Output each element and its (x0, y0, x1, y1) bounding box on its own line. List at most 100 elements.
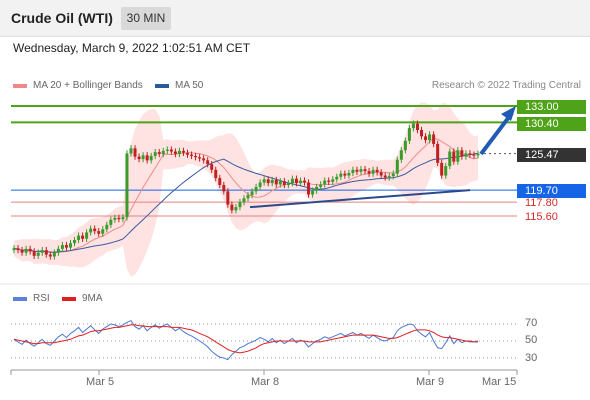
candle (177, 150, 181, 155)
candle (286, 183, 290, 186)
forecast-arrow (479, 111, 514, 156)
candle (311, 190, 315, 195)
candle (254, 186, 258, 192)
candle (335, 176, 339, 180)
candle (399, 150, 403, 160)
candle (407, 128, 411, 141)
candle (222, 185, 226, 192)
candle (359, 169, 363, 172)
candle (121, 217, 125, 220)
candle (464, 153, 468, 157)
candle (343, 173, 347, 176)
level-label-117: 117.80 (525, 197, 558, 209)
level-label-130: 130.40 (517, 117, 586, 131)
candle (448, 151, 452, 167)
candle (238, 202, 242, 208)
rsi-ma-line (13, 324, 478, 354)
candle (133, 148, 137, 157)
candle (169, 149, 173, 152)
candle (161, 150, 165, 155)
timeframe-button[interactable]: 30 MIN (121, 7, 171, 30)
ma50-line (13, 152, 479, 253)
candle (24, 248, 28, 253)
candle (165, 149, 169, 151)
candle (137, 156, 141, 160)
candle (48, 254, 52, 257)
candle (367, 171, 371, 174)
candle (28, 248, 32, 252)
candle (428, 134, 432, 141)
candle (173, 151, 177, 155)
candle (395, 159, 399, 174)
legend-ma20: MA 20 + Bollinger Bands (13, 80, 143, 91)
candle (129, 148, 133, 154)
candle (226, 191, 230, 205)
level-label-133: 133.00 (517, 100, 586, 114)
candle (383, 175, 387, 178)
candle (363, 169, 367, 172)
chart-header: Crude Oil (WTI) 30 MIN (0, 0, 590, 37)
legend-ma50-label: MA 50 (175, 80, 204, 91)
forecast-arrow-head (501, 106, 516, 121)
candle (149, 155, 153, 161)
bollinger-band (14, 102, 478, 277)
research-credit: Research © 2022 Trading Central (431, 80, 581, 91)
instrument-title: Crude Oil (WTI) (11, 10, 113, 26)
candle (303, 180, 307, 183)
candle (198, 157, 202, 159)
candle (307, 182, 311, 195)
candle (339, 173, 343, 177)
candle (424, 136, 428, 141)
rsi-line (13, 319, 479, 361)
legend-rsi: RSI (13, 293, 50, 304)
candle (214, 169, 218, 179)
candle (145, 155, 149, 161)
candle (52, 252, 56, 257)
legend-rsi-ma: 9MA (62, 293, 103, 304)
candle (415, 123, 419, 131)
candle (371, 169, 375, 174)
candle (476, 153, 480, 156)
candle (190, 154, 194, 156)
candle (242, 198, 246, 203)
rsi-ma-swatch (62, 296, 76, 301)
candle (258, 182, 262, 187)
trendline (249, 189, 471, 209)
candle (379, 172, 383, 176)
candle (411, 123, 415, 129)
candle (141, 155, 145, 160)
candle (347, 173, 351, 176)
ma20-swatch (13, 83, 27, 88)
candle (44, 250, 48, 255)
date-tick-mar9: Mar 9 (416, 376, 445, 388)
candle (12, 248, 16, 251)
candle (246, 195, 250, 199)
candle (315, 186, 319, 191)
candle (294, 178, 298, 184)
candle (93, 228, 97, 232)
candle (125, 153, 129, 218)
legend-ma20-label: MA 20 + Bollinger Bands (33, 80, 143, 91)
candle (157, 152, 161, 155)
candle (234, 207, 238, 211)
candle (73, 240, 77, 244)
ma20-line (13, 138, 479, 254)
candle (270, 179, 274, 184)
candle (274, 179, 278, 185)
candle (36, 252, 40, 256)
date-tick-mar5: Mar 5 (86, 376, 115, 388)
candle (181, 150, 185, 153)
candle (436, 143, 440, 163)
candle (153, 152, 157, 156)
rsi-tick-70: 70 (525, 317, 538, 329)
candle (319, 184, 323, 187)
candle (298, 180, 302, 184)
date-tick-mar15: Mar 15 (482, 376, 517, 388)
candle (81, 235, 85, 239)
candle (290, 178, 294, 184)
candle (420, 130, 424, 137)
candle (452, 151, 456, 162)
candle (218, 178, 222, 186)
candle (460, 150, 464, 157)
